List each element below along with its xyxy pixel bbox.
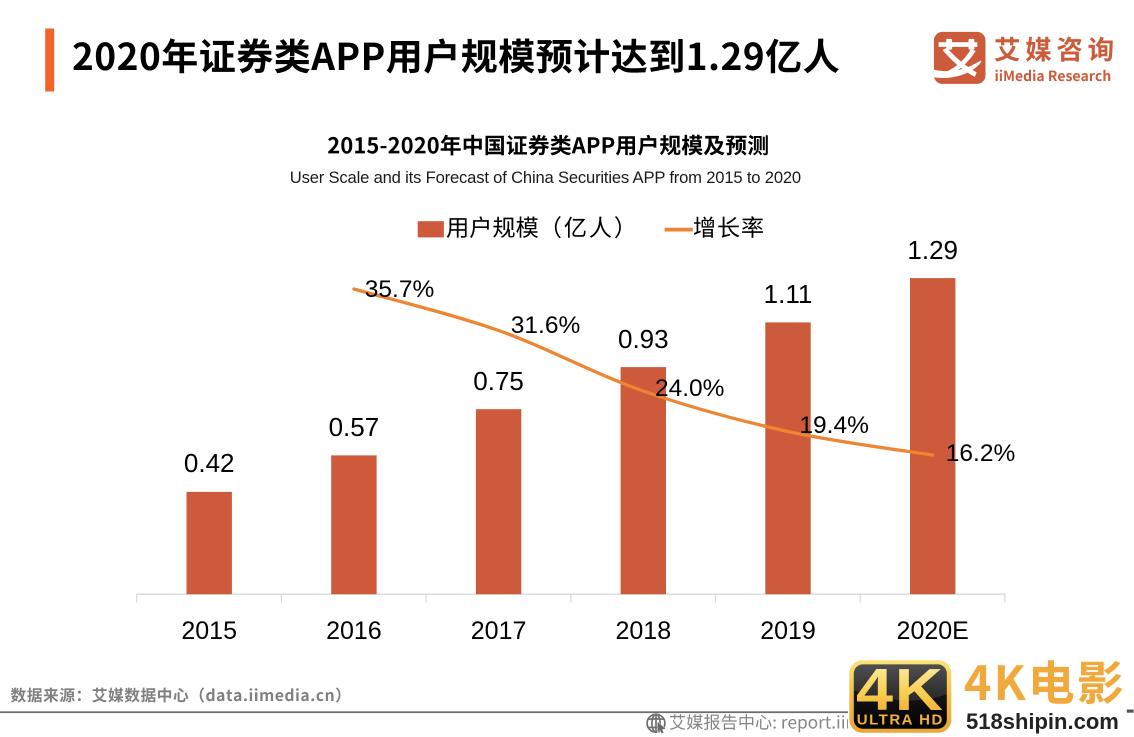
svg-text:4K: 4K bbox=[856, 657, 945, 723]
svg-text:ULTRA HD: ULTRA HD bbox=[857, 712, 944, 729]
